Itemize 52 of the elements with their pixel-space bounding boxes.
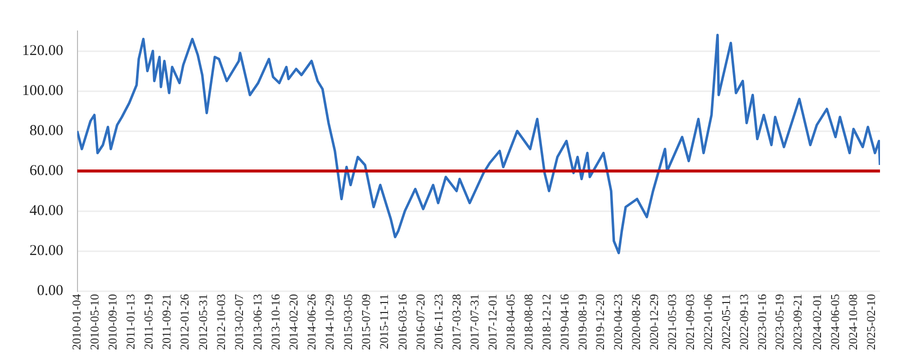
x-tick-label: 2019-12-20 <box>593 294 608 350</box>
x-tick-label: 2017-07-31 <box>468 294 482 350</box>
x-tick-label: 2016-11-23 <box>432 294 446 350</box>
x-tick-label: 2025-02-10 <box>864 294 878 350</box>
x-tick-label: 2020-08-26 <box>629 294 644 350</box>
y-tick-label: 60.00 <box>30 162 64 179</box>
x-tick-label: 2016-07-20 <box>413 294 428 350</box>
x-tick-label: 2013-06-13 <box>250 294 264 350</box>
y-tick-label: 0.00 <box>37 282 64 299</box>
y-tick-label: 120.00 <box>22 42 64 59</box>
x-tick-label: 2012-05-31 <box>196 294 210 350</box>
x-tick-label: 2014-10-29 <box>322 294 337 350</box>
y-tick-label: 40.00 <box>30 202 64 219</box>
x-tick-label: 2015-03-05 <box>341 294 356 350</box>
x-tick-label: 2014-06-26 <box>304 294 319 350</box>
x-tick-label: 2014-02-20 <box>286 294 301 350</box>
x-tick-label: 2017-12-01 <box>485 294 500 350</box>
x-tick-label: 2015-07-09 <box>359 294 374 350</box>
x-tick-label: 2010-05-10 <box>88 294 102 350</box>
x-tick-label: 2013-02-07 <box>232 294 246 350</box>
x-tick-label: 2015-11-11 <box>377 294 392 350</box>
x-tick-label: 2020-04-23 <box>611 294 626 350</box>
x-tick-label: 2019-04-16 <box>557 294 572 350</box>
x-tick-label: 2024-02-01 <box>810 294 824 350</box>
x-tick-label: 2019-08-19 <box>575 294 590 350</box>
x-tick-label: 2012-01-26 <box>178 294 192 350</box>
x-tick-label: 2023-05-19 <box>772 294 787 350</box>
x-tick-label: 2021-05-03 <box>665 294 680 350</box>
x-tick-label: 2022-01-06 <box>700 294 715 350</box>
x-tick-label: 2013-10-16 <box>268 294 282 350</box>
x-tick-label: 2011-01-13 <box>123 294 138 350</box>
x-tick-label: 2024-10-08 <box>846 294 860 350</box>
x-tick-label: 2018-04-05 <box>503 294 518 350</box>
x-tick-label: 2011-09-21 <box>159 294 174 350</box>
x-tick-label: 2022-05-11 <box>718 294 733 350</box>
x-tick-label: 2018-12-12 <box>539 294 554 350</box>
x-tick-label: 2021-09-03 <box>682 294 697 350</box>
x-tick-label: 2020-12-29 <box>647 294 662 350</box>
y-tick-label: 20.00 <box>30 242 64 259</box>
x-tick-label: 2011-05-19 <box>141 294 156 350</box>
y-tick-label: 100.00 <box>22 82 64 99</box>
x-tick-label: 2024-06-05 <box>828 294 842 350</box>
y-tick-label: 80.00 <box>30 122 64 139</box>
x-tick-label: 2017-03-28 <box>450 294 464 350</box>
x-tick-label: 2016-03-16 <box>395 294 410 350</box>
x-tick-label: 2012-10-03 <box>214 294 228 350</box>
x-tick-label: 2023-01-16 <box>754 294 769 350</box>
x-tick-label: 2010-09-10 <box>105 294 120 350</box>
x-tick-label: 2022-09-13 <box>736 294 751 350</box>
x-tick-label: 2023-09-21 <box>790 294 805 350</box>
x-tick-label: 2018-08-08 <box>521 294 536 350</box>
x-tick-label: 2010-01-04 <box>69 294 84 350</box>
